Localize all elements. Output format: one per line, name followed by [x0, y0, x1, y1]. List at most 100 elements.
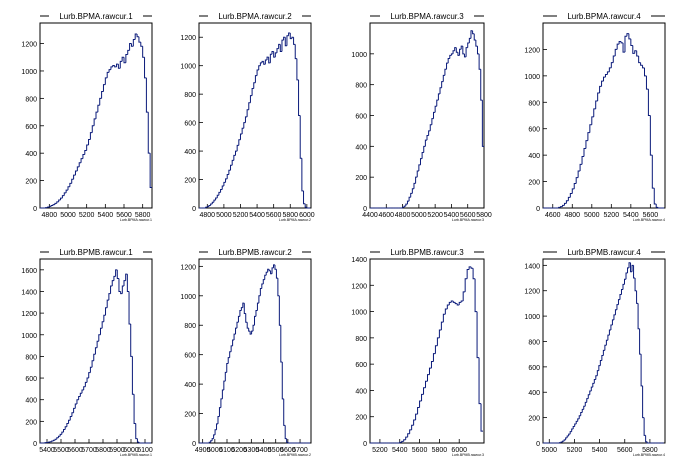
histogram-bin — [468, 266, 472, 270]
histogram-bin — [611, 319, 614, 325]
histogram-bin — [402, 206, 405, 208]
histogram-bin — [144, 57, 147, 79]
x-tick-label: 5800 — [282, 212, 298, 219]
histogram-bin — [645, 75, 649, 90]
histogram-bin — [82, 154, 85, 159]
histogram-bin — [255, 310, 258, 317]
histogram-bin — [280, 325, 283, 363]
histogram-bin — [130, 43, 134, 47]
x-tick-label: 4800 — [395, 212, 411, 219]
histogram-bin — [73, 174, 76, 180]
histogram-bin — [130, 323, 133, 357]
histogram-bin — [268, 57, 271, 64]
histogram-bin — [136, 33, 139, 38]
histogram-bin — [460, 300, 464, 303]
histogram-bin — [459, 48, 462, 56]
histogram-bin — [603, 76, 606, 82]
title-box — [382, 246, 472, 258]
histogram-bin — [61, 195, 65, 199]
histogram-bin — [472, 268, 476, 280]
histogram-bin — [454, 302, 458, 305]
x-tick-label: 5500 — [268, 447, 284, 454]
histogram-bin — [74, 170, 78, 176]
plot-frame — [198, 22, 312, 209]
histogram-bin — [610, 324, 613, 331]
x-tick-label: 4800 — [200, 212, 216, 219]
histogram-bin — [147, 112, 151, 154]
histogram-bin — [111, 280, 114, 287]
histogram-bin — [563, 202, 567, 206]
histogram-bin — [406, 200, 410, 205]
histogram-bin — [229, 351, 232, 358]
histogram-bin — [597, 92, 600, 101]
y-tick-label: 0 — [33, 206, 37, 213]
x-axis-label: Lurb.BPMA.rawcur.2 — [279, 218, 311, 222]
histogram-bin — [442, 74, 445, 82]
histogram-bin — [136, 438, 140, 443]
histogram-bin — [450, 300, 454, 303]
histogram-bin — [226, 174, 229, 179]
y-tick-label: 1600 — [21, 268, 37, 275]
histogram-bin — [269, 53, 273, 63]
histogram-panel: Lurb.BPMB.rawcur.3 0 200 400 600 800 1000 1200 1… — [351, 246, 485, 457]
title-box — [51, 246, 141, 258]
y-tick-label: 400 — [355, 144, 367, 151]
histogram-bin — [437, 93, 441, 101]
x-tick-label: 5700 — [292, 447, 308, 454]
histogram-bin — [241, 127, 244, 134]
histogram-bin — [431, 118, 434, 125]
histogram-bin — [589, 124, 592, 133]
histogram-bin — [450, 53, 454, 56]
y-tick-label: 0 — [192, 441, 196, 448]
histogram-bin — [415, 176, 418, 184]
histogram-bin — [57, 435, 61, 438]
histogram-bin — [565, 200, 569, 204]
histogram-bin — [566, 435, 569, 438]
histogram-bin — [403, 439, 406, 442]
y-tick-label: 800 — [355, 83, 367, 90]
histogram-bin — [240, 307, 243, 311]
x-tick-label: 5800 — [476, 212, 492, 219]
histogram-bin — [474, 278, 478, 313]
histogram-bin — [248, 328, 251, 332]
histogram-panel: Lurb.BPMB.rawcur.4 0 200 400 600 800 1000 1200 1… — [524, 246, 666, 457]
histogram-bin — [254, 315, 256, 326]
chart-title: Lurb.BPMA.rawcur.1 — [59, 12, 133, 21]
histogram-bin — [579, 163, 583, 171]
histogram-bin — [86, 144, 89, 151]
histogram-bin — [434, 345, 438, 354]
histogram-bin — [628, 33, 631, 40]
histogram-bin — [619, 294, 622, 300]
histogram-bin — [112, 64, 115, 67]
title-box — [210, 10, 300, 22]
y-tick-label: 200 — [25, 419, 37, 426]
histogram-bin — [447, 57, 450, 64]
plot-frame — [542, 258, 666, 444]
histogram-bin — [298, 79, 301, 116]
histogram-panel: Lurb.BPMB.rawcur.2 0 200 400 600 800 1000 1200 4… — [180, 246, 312, 457]
x-tick-label: 5800 — [135, 212, 151, 219]
histogram-bin — [587, 394, 590, 399]
x-tick-label: 5600 — [280, 447, 296, 454]
histogram-bin — [569, 192, 573, 198]
x-tick-label: 5400 — [444, 212, 460, 219]
histogram-bin — [617, 299, 620, 305]
x-tick-label: 5800 — [432, 447, 448, 454]
y-tick-label: 200 — [355, 415, 367, 422]
histogram-bin — [442, 313, 446, 323]
histogram-bin — [264, 274, 267, 280]
histogram-bin — [258, 295, 261, 304]
x-tick-label: 5600 — [617, 447, 633, 454]
y-tick-label: 1000 — [351, 52, 367, 59]
histogram-bin — [264, 59, 268, 65]
histogram-bin — [239, 133, 243, 140]
histogram-bin — [433, 111, 436, 119]
y-tick-label: 1400 — [351, 257, 367, 264]
histogram-bin — [624, 35, 627, 53]
histogram-bin — [458, 301, 462, 305]
histogram-bin — [583, 405, 586, 410]
histogram-bin — [448, 301, 452, 305]
x-tick-label: 5200 — [427, 212, 443, 219]
x-tick-label: 4900 — [195, 447, 211, 454]
histogram-bin — [293, 37, 296, 45]
